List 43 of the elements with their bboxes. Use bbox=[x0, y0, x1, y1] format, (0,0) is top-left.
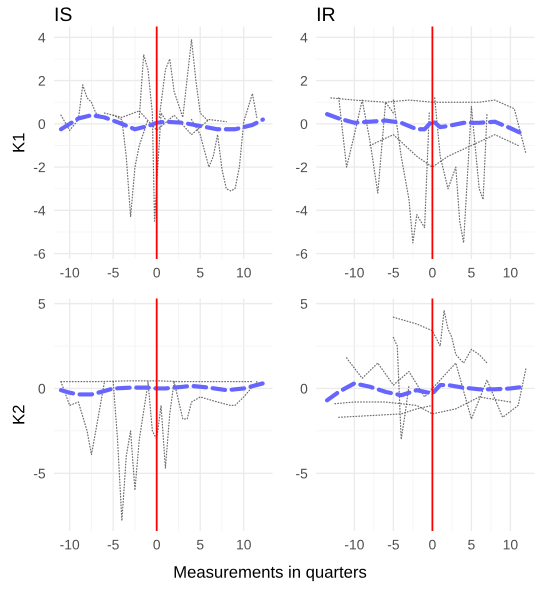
x-tick-label: -10 bbox=[60, 268, 80, 278]
y-tick-label: 2 bbox=[300, 76, 308, 86]
y-tick-label: 0 bbox=[38, 119, 46, 130]
x-tick-label: 0 bbox=[153, 268, 160, 278]
x-tick-label: -5 bbox=[108, 540, 119, 550]
y-tick-label: -4 bbox=[34, 206, 46, 216]
x-tick-label: 5 bbox=[196, 540, 204, 550]
y-tick-label: 0 bbox=[38, 384, 46, 394]
x-tick-label: -10 bbox=[344, 540, 364, 550]
y-tick-label: -5 bbox=[296, 468, 308, 478]
y-tick-label: 0 bbox=[300, 384, 308, 394]
y-tick-label: -2 bbox=[296, 162, 308, 172]
y-tick-label: -2 bbox=[34, 162, 45, 172]
x-tick-label: -10 bbox=[60, 540, 80, 550]
chart-title: IR bbox=[318, 8, 335, 21]
x-tick-label: 0 bbox=[429, 268, 436, 278]
y-tick-label: 0 bbox=[300, 119, 308, 130]
y-tick-label: -6 bbox=[296, 248, 308, 259]
x-tick-label: 10 bbox=[237, 540, 251, 550]
x-tick-label: 5 bbox=[468, 268, 475, 278]
y-tick-label: 4 bbox=[300, 32, 308, 42]
x-tick-label: 0 bbox=[153, 540, 160, 550]
x-tick-label: 10 bbox=[237, 268, 251, 278]
x-tick-label: -5 bbox=[388, 268, 399, 278]
y-axis-title: K2 bbox=[12, 405, 24, 424]
x-tick-label: -5 bbox=[388, 540, 399, 550]
y-tick-label: -4 bbox=[296, 206, 308, 216]
x-axis-title: Measurements in quarters bbox=[174, 566, 366, 582]
x-tick-label: -10 bbox=[344, 268, 364, 278]
chart-title: IS bbox=[56, 7, 72, 22]
y-tick-label: 5 bbox=[300, 299, 308, 309]
y-tick-label: -6 bbox=[34, 248, 46, 259]
x-tick-label: 10 bbox=[504, 540, 518, 550]
y-tick-label: -5 bbox=[34, 468, 46, 478]
x-tick-label: 5 bbox=[468, 540, 475, 550]
x-tick-label: 5 bbox=[196, 268, 204, 278]
x-tick-label: 0 bbox=[429, 540, 436, 550]
y-tick-label: 2 bbox=[38, 76, 45, 86]
y-tick-label: 4 bbox=[38, 32, 46, 42]
x-tick-label: 10 bbox=[504, 268, 518, 278]
x-tick-label: -5 bbox=[108, 268, 119, 278]
y-axis-title: K1 bbox=[12, 133, 24, 152]
y-tick-label: 5 bbox=[38, 299, 46, 309]
